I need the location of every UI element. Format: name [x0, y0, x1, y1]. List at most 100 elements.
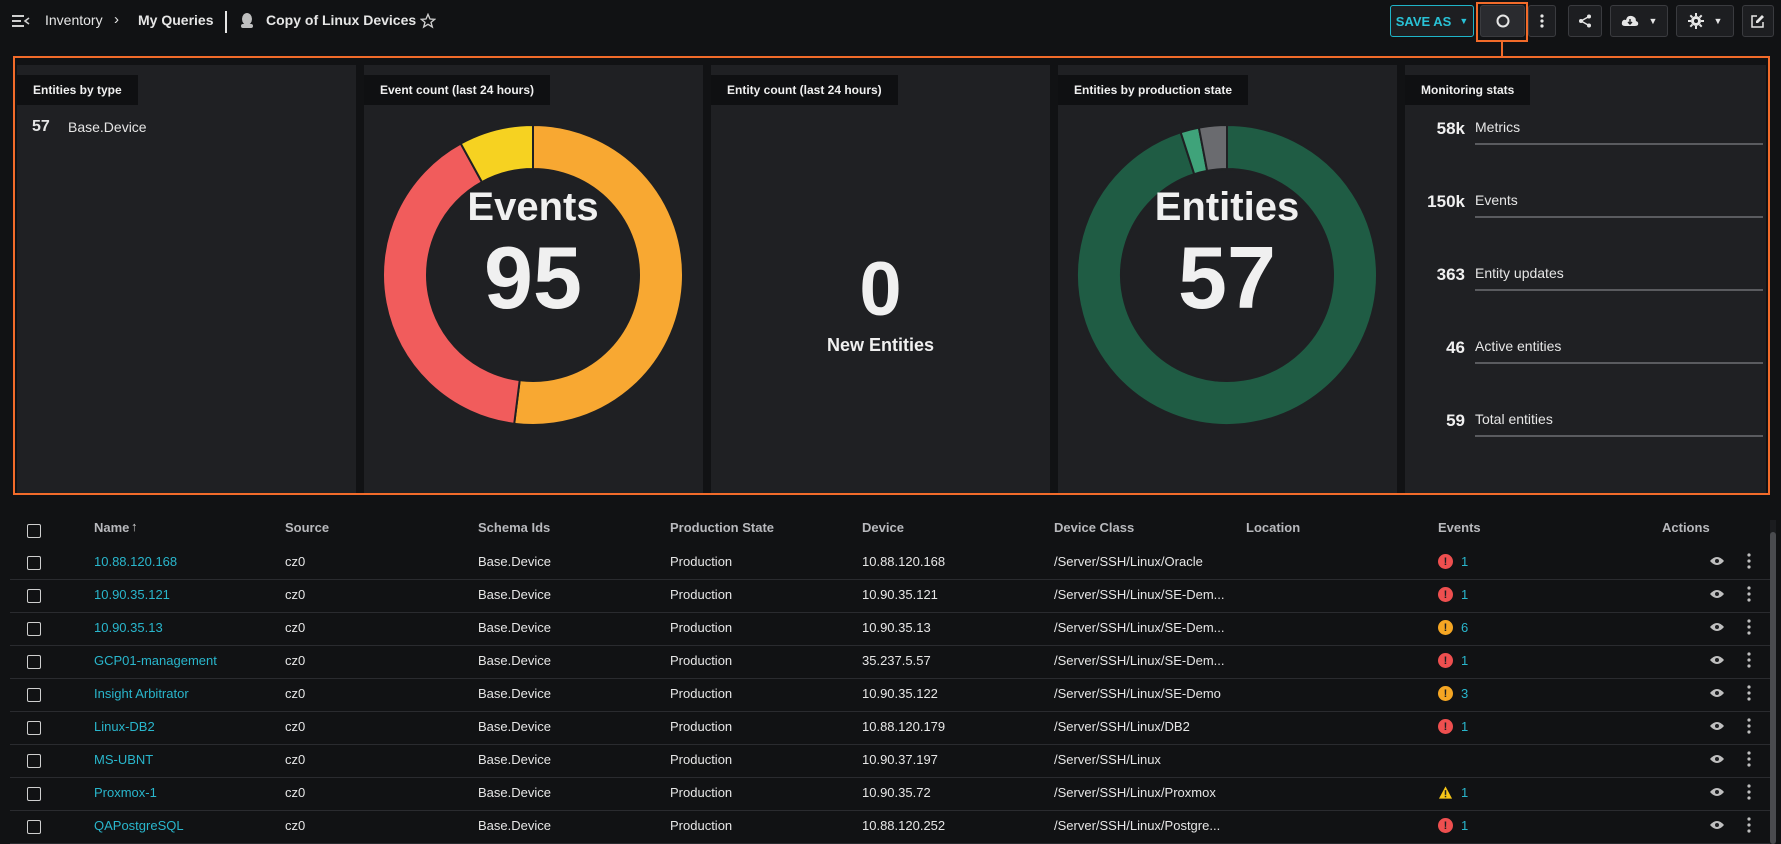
share-button[interactable]: [1568, 5, 1602, 37]
edit-icon: [1751, 15, 1764, 28]
row-checkbox[interactable]: [27, 721, 41, 735]
column-header-device-class[interactable]: Device Class: [1054, 520, 1135, 535]
column-header-schema-ids[interactable]: Schema Ids: [478, 520, 551, 535]
cell-class: /Server/SSH/Linux/SE-Dem...: [1054, 620, 1225, 635]
row-kebab-menu-icon[interactable]: [1747, 783, 1751, 801]
row-kebab-menu-icon[interactable]: [1747, 618, 1751, 636]
cell-class: /Server/SSH/Linux/Proxmox: [1054, 785, 1216, 800]
row-kebab-menu-icon[interactable]: [1747, 651, 1751, 669]
cell-schema: Base.Device: [478, 587, 551, 602]
column-header-device[interactable]: Device: [862, 520, 904, 535]
column-header-source[interactable]: Source: [285, 520, 330, 535]
column-header-location[interactable]: Location: [1246, 520, 1301, 535]
column-header-production-state[interactable]: Production State: [670, 520, 775, 535]
cell-name[interactable]: GCP01-management: [94, 653, 217, 668]
favorite-star-icon[interactable]: [420, 13, 436, 29]
row-kebab-menu-icon[interactable]: [1747, 585, 1751, 603]
cell-events-count[interactable]: 6: [1461, 620, 1469, 635]
breadcrumb-inventory[interactable]: Inventory: [45, 12, 103, 28]
row-checkbox[interactable]: [27, 655, 41, 669]
edit-button[interactable]: [1742, 5, 1774, 37]
row-checkbox[interactable]: [27, 820, 41, 834]
panel-entities-by-type: Entities by type 57 Base.Device: [17, 65, 356, 493]
table-row[interactable]: Insight Arbitrator cz0 Base.Device Producti…: [10, 678, 1770, 712]
cell-events-count[interactable]: 1: [1461, 587, 1469, 602]
panel-entity-count: Entity count (last 24 hours) 0 New Entit…: [711, 65, 1050, 493]
cell-events-count[interactable]: 1: [1461, 554, 1469, 569]
view-eye-icon[interactable]: [1710, 688, 1724, 698]
table-row[interactable]: 10.88.120.168 cz0 Base.Device Production 10.…: [10, 546, 1770, 580]
cell-state: Production: [670, 818, 733, 833]
table-row[interactable]: 10.90.35.13 cz0 Base.Device Production 10.90…: [10, 612, 1770, 646]
select-all-checkbox[interactable]: [27, 524, 41, 538]
row-checkbox[interactable]: [27, 754, 41, 768]
cell-name[interactable]: 10.90.35.121: [94, 587, 170, 602]
table-row[interactable]: MS-UBNT cz0 Base.Device Production 10.90.37.…: [10, 744, 1770, 778]
donut-slice[interactable]: [1197, 125, 1228, 173]
view-eye-icon[interactable]: [1710, 589, 1724, 599]
row-kebab-menu-icon[interactable]: [1747, 717, 1751, 735]
cell-name[interactable]: Insight Arbitrator: [94, 686, 189, 701]
table-scrollbar-thumb[interactable]: [1770, 532, 1776, 844]
table-row[interactable]: 10.90.35.121 cz0 Base.Device Production 10.9…: [10, 579, 1770, 613]
cell-events-count[interactable]: 3: [1461, 686, 1469, 701]
settings-button[interactable]: ▼: [1676, 5, 1734, 37]
row-kebab-menu-icon[interactable]: [1747, 750, 1751, 768]
donut-label: Events: [467, 185, 599, 229]
row-checkbox[interactable]: [27, 787, 41, 801]
share-icon: [1579, 14, 1591, 28]
cell-name[interactable]: QAPostgreSQL: [94, 818, 184, 833]
view-eye-icon[interactable]: [1710, 721, 1724, 731]
menu-collapse-icon[interactable]: [12, 14, 30, 28]
table-row[interactable]: Proxmox-1 cz0 Base.Device Production 10.90.3…: [10, 777, 1770, 811]
row-kebab-menu-icon[interactable]: [1747, 684, 1751, 702]
download-button[interactable]: ▼: [1610, 5, 1668, 37]
row-kebab-menu-icon[interactable]: [1747, 552, 1751, 570]
cell-name[interactable]: 10.90.35.13: [94, 620, 163, 635]
cell-events-count[interactable]: 1: [1461, 719, 1469, 734]
row-checkbox[interactable]: [27, 556, 41, 570]
cell-device: 10.90.35.121: [862, 587, 938, 602]
refresh-button[interactable]: [1480, 5, 1525, 37]
donut-slice[interactable]: [513, 125, 683, 425]
cell-source: cz0: [285, 785, 306, 800]
row-checkbox[interactable]: [27, 589, 41, 603]
more-options-button[interactable]: [1528, 5, 1556, 37]
donut-slice[interactable]: [383, 142, 521, 425]
view-eye-icon[interactable]: [1710, 820, 1724, 830]
view-eye-icon[interactable]: [1710, 622, 1724, 632]
row-checkbox[interactable]: [27, 688, 41, 702]
donut-slice[interactable]: [1077, 125, 1377, 425]
cell-name[interactable]: 10.88.120.168: [94, 554, 178, 569]
breadcrumb-my-queries[interactable]: My Queries: [138, 12, 214, 28]
row-kebab-menu-icon[interactable]: [1747, 816, 1751, 834]
cell-name[interactable]: MS-UBNT: [94, 752, 154, 767]
type-name[interactable]: Base.Device: [68, 119, 147, 135]
view-eye-icon[interactable]: [1710, 556, 1724, 566]
view-eye-icon[interactable]: [1710, 787, 1724, 797]
sort-ascending-icon[interactable]: ↑: [131, 519, 138, 534]
panel-title: Event count (last 24 hours): [364, 75, 551, 105]
column-header-name[interactable]: Name: [94, 520, 130, 535]
cell-name[interactable]: Linux-DB2: [94, 719, 155, 734]
save-as-button[interactable]: SAVE AS ▼: [1390, 5, 1474, 37]
cell-device: 10.88.120.168: [862, 554, 946, 569]
production-state-donut-chart[interactable]: [1077, 125, 1377, 425]
cell-events-count[interactable]: 1: [1461, 818, 1469, 833]
page-title: Copy of Linux Devices: [266, 12, 417, 28]
cell-name[interactable]: Proxmox-1: [94, 785, 157, 800]
view-eye-icon[interactable]: [1710, 655, 1724, 665]
cell-events-count[interactable]: 1: [1461, 785, 1469, 800]
stat-divider: [1475, 362, 1763, 364]
column-header-events[interactable]: Events: [1438, 520, 1481, 535]
view-eye-icon[interactable]: [1710, 754, 1724, 764]
cell-events-count[interactable]: 1: [1461, 653, 1469, 668]
table-row[interactable]: GCP01-management cz0 Base.Device Production…: [10, 645, 1770, 679]
donut-slice[interactable]: [459, 125, 534, 184]
table-row[interactable]: QAPostgreSQL cz0 Base.Device Production 10.8…: [10, 810, 1770, 844]
row-checkbox[interactable]: [27, 622, 41, 636]
refresh-icon: [1496, 14, 1509, 28]
table-row[interactable]: Linux-DB2 cz0 Base.Device Production 10.88.1…: [10, 711, 1770, 745]
event-donut-chart[interactable]: [383, 125, 683, 425]
stat-divider: [1475, 289, 1763, 291]
